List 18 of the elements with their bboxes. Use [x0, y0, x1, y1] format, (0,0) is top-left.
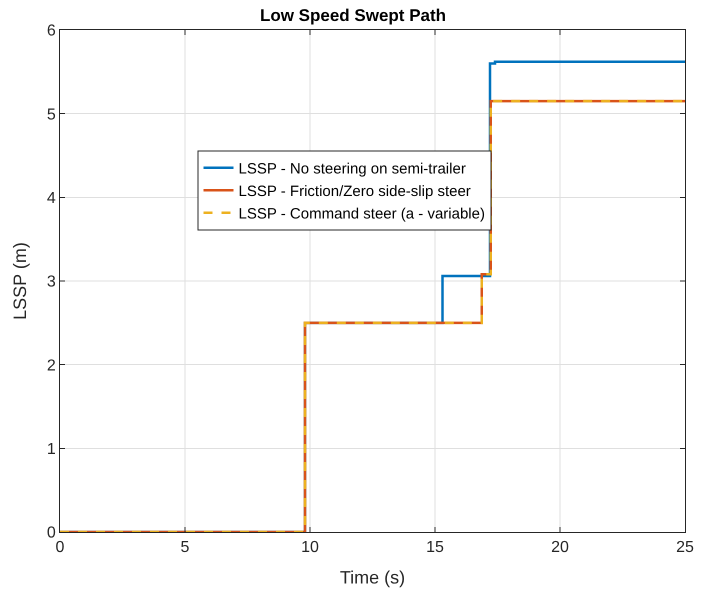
- x-tick-label: 25: [676, 539, 694, 556]
- legend-label: LSSP - Command steer (a - variable): [238, 206, 485, 223]
- legend-label: LSSP - Friction/Zero side-slip steer: [238, 183, 471, 200]
- chart-title: Low Speed Swept Path: [260, 6, 446, 25]
- y-tick-label: 1: [46, 440, 56, 458]
- y-tick-label: 6: [46, 22, 56, 40]
- y-tick-label: 3: [46, 274, 56, 291]
- x-tick-label: 10: [301, 539, 319, 556]
- x-tick-label: 5: [180, 539, 190, 556]
- y-axis-title: LSSP (m): [10, 242, 30, 320]
- legend-label: LSSP - No steering on semi-trailer: [238, 160, 466, 178]
- y-tick-label: 0: [46, 524, 56, 542]
- y-tick-label: 2: [46, 357, 56, 374]
- x-axis-title: Time (s): [340, 567, 406, 588]
- y-tick-label: 5: [46, 106, 56, 124]
- x-tick-label: 15: [426, 539, 444, 556]
- x-tick-label: 20: [551, 539, 569, 556]
- y-tick-label: 4: [46, 190, 56, 207]
